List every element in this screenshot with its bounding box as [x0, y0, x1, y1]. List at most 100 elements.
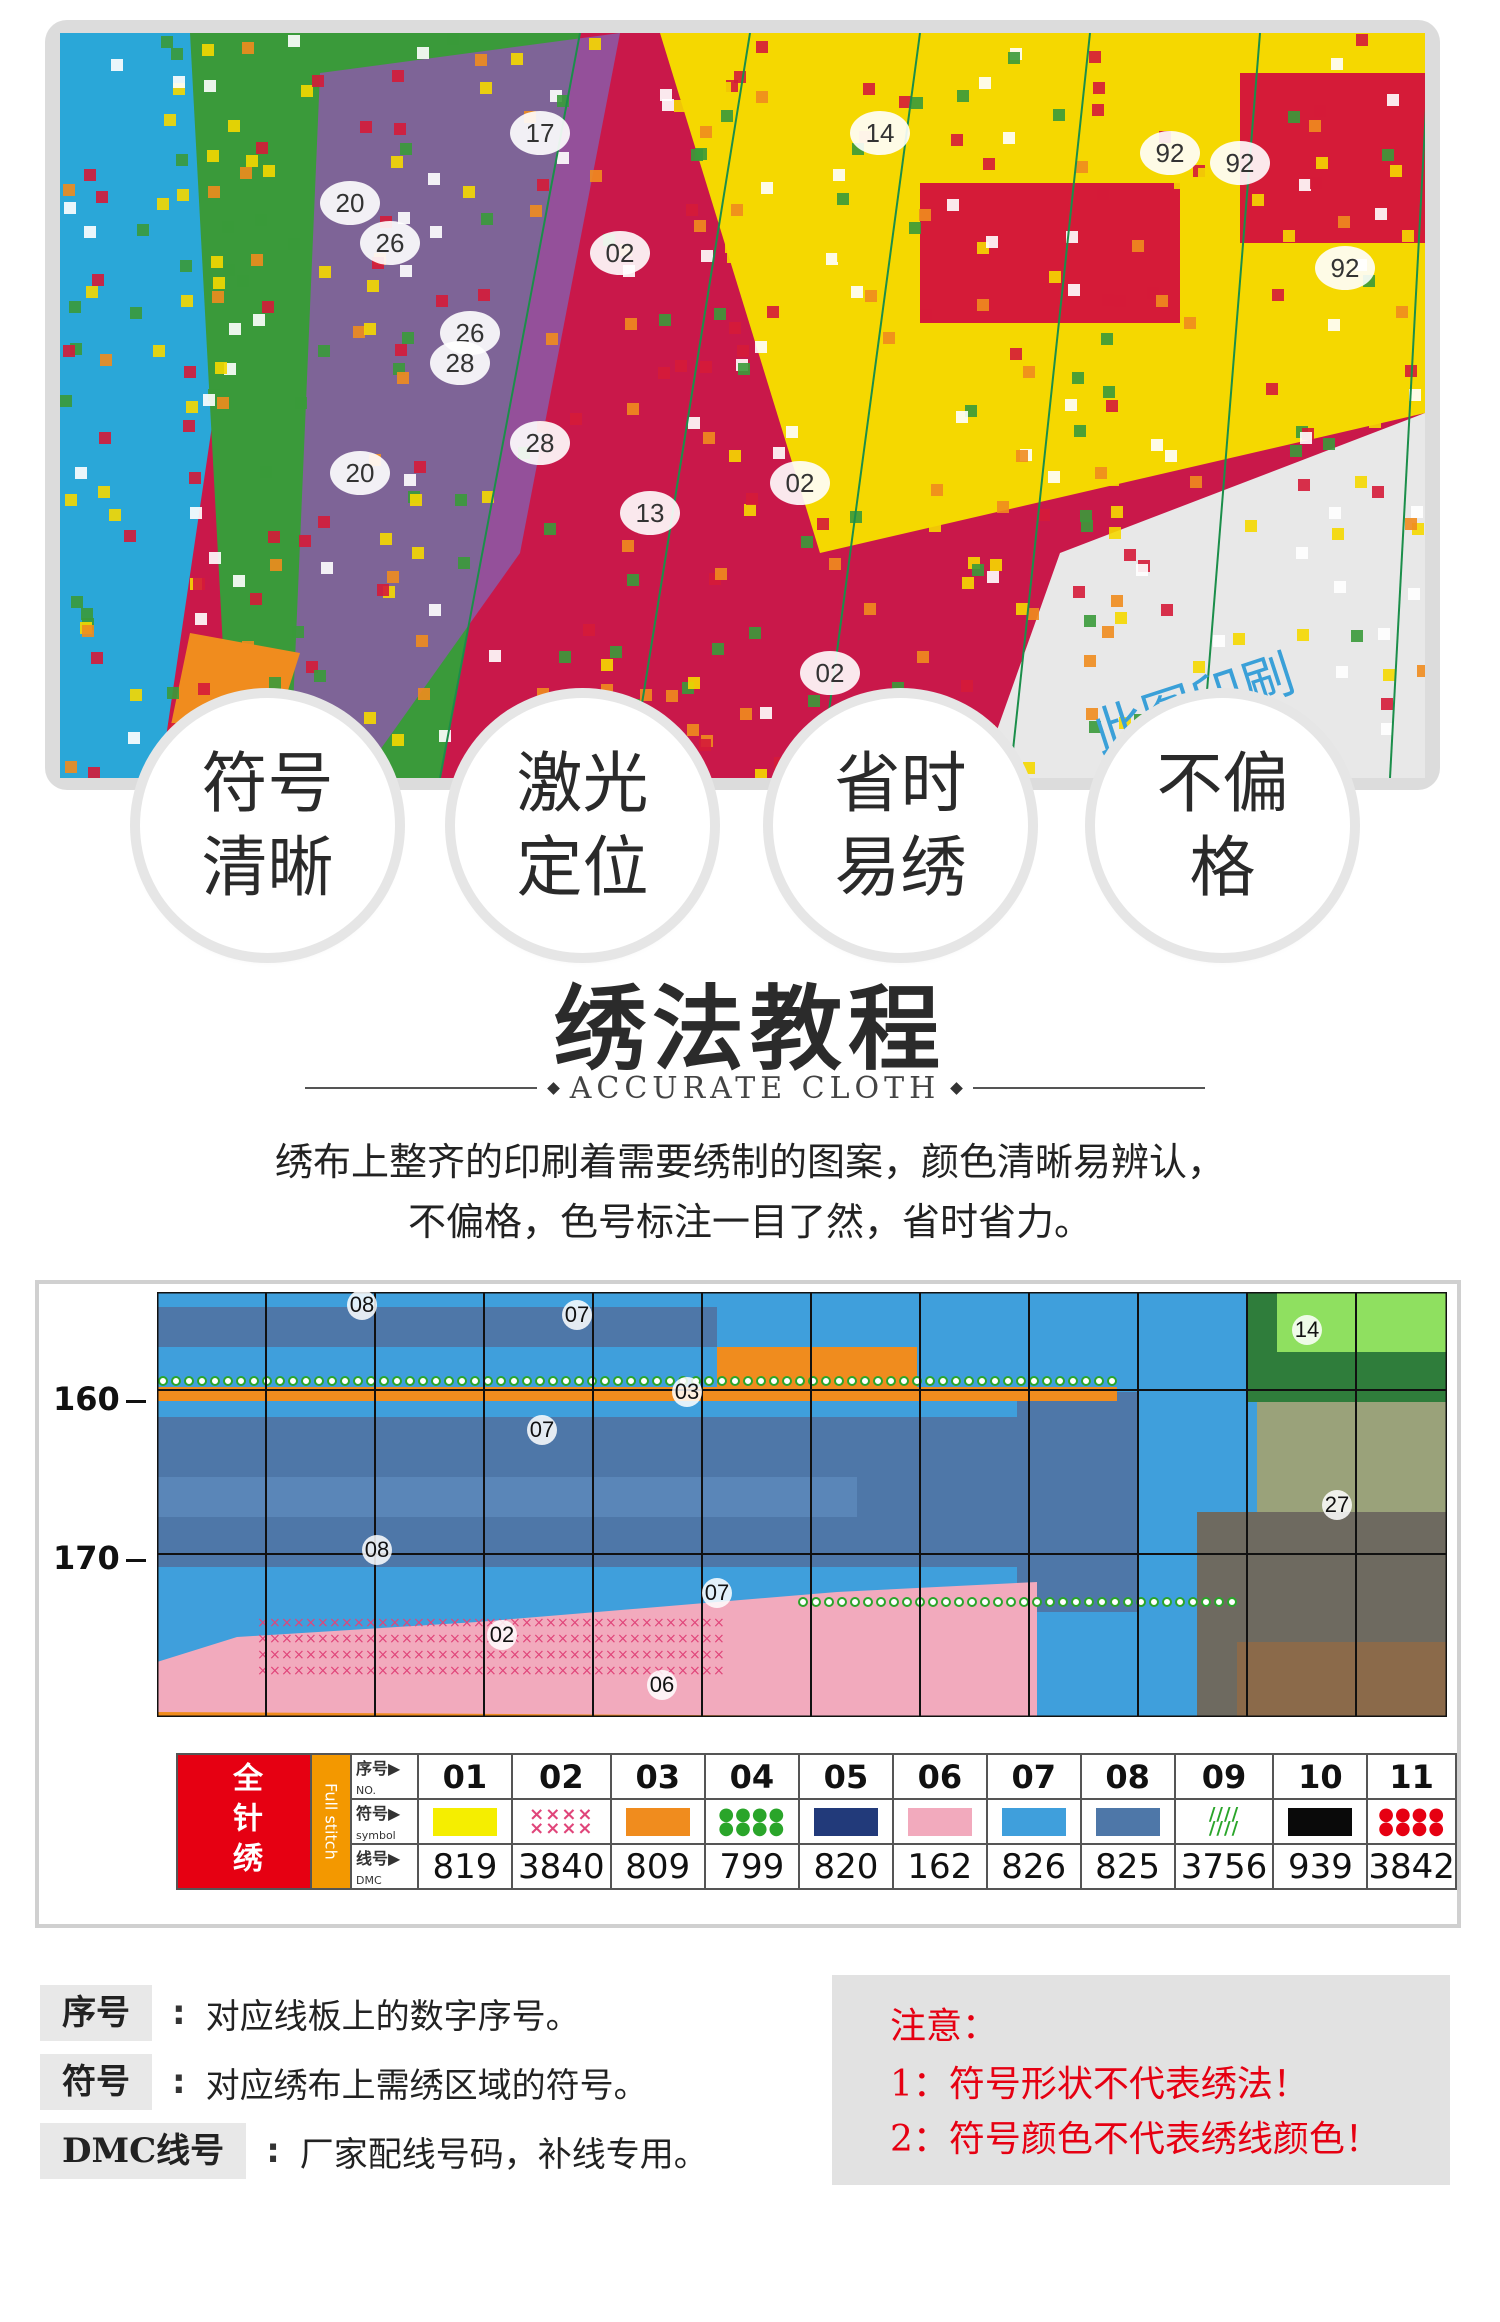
photo-stitch — [400, 265, 412, 277]
photo-number-label: 92 — [1156, 138, 1185, 168]
pattern-symbol-02: × — [473, 1647, 485, 1663]
photo-stitch — [292, 626, 304, 638]
pattern-symbol-02: × — [449, 1631, 461, 1647]
definition-key: 序号 — [40, 1985, 152, 2041]
photo-stitch — [674, 100, 686, 112]
photo-stitch — [109, 509, 121, 521]
legend-symbol-10 — [1272, 1798, 1369, 1845]
legend-no-05: 05 — [798, 1753, 894, 1800]
pattern-symbol-02: × — [425, 1615, 437, 1631]
pattern-symbol-04 — [756, 1376, 766, 1386]
pattern-symbol-04 — [561, 1376, 571, 1386]
photo-number-marker — [430, 341, 490, 385]
pattern-symbol-02: × — [437, 1631, 449, 1647]
pattern-symbol-02: × — [689, 1631, 701, 1647]
photo-stitch — [233, 575, 245, 587]
pattern-symbol-02: × — [377, 1615, 389, 1631]
photo-stitch — [463, 186, 475, 198]
photo-stitch — [544, 523, 556, 535]
photo-stitch — [387, 571, 399, 583]
photo-stitch — [1369, 416, 1381, 428]
photo-stitch — [213, 277, 225, 289]
pattern-symbol-02: × — [425, 1663, 437, 1679]
pattern-pink-area — [157, 1582, 1037, 1717]
photo-stitch — [1213, 635, 1225, 647]
pattern-number-marker — [562, 1300, 592, 1330]
pattern-number-marker — [487, 1620, 517, 1650]
photo-stitch — [82, 625, 94, 637]
photo-stitch — [1405, 518, 1417, 530]
pattern-symbol-02: × — [545, 1663, 557, 1679]
pattern-olive-area — [1257, 1402, 1447, 1532]
pattern-symbol-04 — [314, 1376, 324, 1386]
legend-symbol-08 — [1079, 1798, 1176, 1845]
legend-no-02: 02 — [510, 1753, 612, 1800]
photo-stitch — [251, 254, 263, 266]
photo-stitch — [911, 97, 923, 109]
pattern-symbol-02: × — [521, 1631, 533, 1647]
photo-stitch — [1372, 486, 1384, 498]
photo-stitch — [1266, 383, 1278, 395]
photo-stitch — [128, 732, 140, 744]
photo-stitch — [1084, 615, 1096, 627]
pattern-symbol-04 — [574, 1376, 584, 1386]
photo-stitch — [1316, 157, 1328, 169]
pattern-symbol-04 — [522, 1376, 532, 1386]
photo-number-marker — [590, 231, 650, 275]
definition-row: 序号 : 对应线板上的数字序号。 — [40, 1985, 580, 2041]
pattern-symbol-04 — [665, 1376, 675, 1386]
photo-stitch — [1355, 476, 1367, 488]
photo-stitch — [718, 39, 730, 51]
photo-stitch — [829, 558, 841, 570]
pattern-symbol-02: × — [353, 1615, 365, 1631]
pattern-symbol-02: × — [665, 1663, 677, 1679]
legend-dmc-03: 809 — [609, 1843, 706, 1890]
pattern-symbol-02: × — [665, 1631, 677, 1647]
photo-stitch — [1329, 507, 1341, 519]
legend-no-08: 08 — [1079, 1753, 1176, 1800]
pattern-symbol-02: × — [257, 1615, 269, 1631]
photo-stitch — [824, 396, 836, 408]
photo-stitch — [833, 169, 845, 181]
embroidery-photo: 149202029292021726202828132026此图印刷 — [60, 33, 1425, 778]
pattern-symbol-04 — [327, 1376, 337, 1386]
legend-dmc-05: 820 — [798, 1843, 894, 1890]
pattern-symbol-02: × — [425, 1647, 437, 1663]
photo-number-marker — [510, 421, 570, 465]
photo-stitch — [253, 314, 265, 326]
photo-stitch — [1375, 208, 1387, 220]
pattern-symbol-04 — [902, 1597, 912, 1607]
photo-stitch — [1053, 109, 1065, 121]
pattern-symbol-02: × — [365, 1631, 377, 1647]
pattern-symbol-04 — [184, 1376, 194, 1386]
legend-symbol-11: ●●●● ●●●● — [1366, 1798, 1457, 1845]
pattern-symbol-02: × — [593, 1631, 605, 1647]
feature-laser-positioning: 激光定位 — [455, 698, 710, 953]
photo-stitch — [167, 687, 179, 699]
photo-stitch — [63, 345, 75, 357]
photo-stitch — [1239, 361, 1251, 373]
photo-stitch — [1111, 595, 1123, 607]
pattern-symbol-02: × — [629, 1663, 641, 1679]
photo-stitch — [404, 474, 416, 486]
pattern-symbol-04 — [811, 1597, 821, 1607]
photo-number-marker — [510, 111, 570, 155]
pattern-symbol-02: × — [701, 1663, 713, 1679]
photo-stitch — [1089, 721, 1101, 733]
pattern-symbol-02: × — [665, 1647, 677, 1663]
pattern-symbol-02: × — [413, 1663, 425, 1679]
pattern-symbol-02: × — [641, 1615, 653, 1631]
legend-symbol-03 — [609, 1798, 706, 1845]
pattern-symbol-04 — [769, 1376, 779, 1386]
photo-stitch — [1288, 111, 1300, 123]
photo-stitch — [161, 36, 173, 48]
pattern-number-label: 07 — [705, 1580, 729, 1605]
pattern-symbol-02: × — [389, 1647, 401, 1663]
photo-stitch — [299, 535, 311, 547]
pattern-symbol-02: × — [413, 1647, 425, 1663]
photo-stitch — [397, 372, 409, 384]
legend-symbol-07 — [985, 1798, 1082, 1845]
photo-stitch — [675, 360, 687, 372]
photo-stitch — [917, 651, 929, 663]
pattern-symbol-02: × — [521, 1647, 533, 1663]
